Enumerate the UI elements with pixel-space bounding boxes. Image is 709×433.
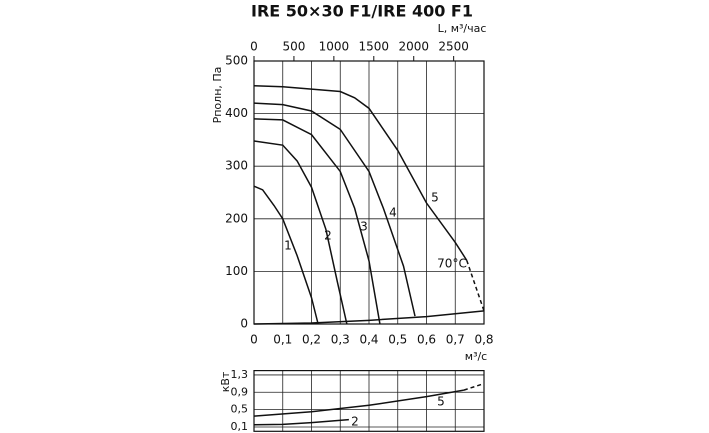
- x2-tick-label: 1000: [319, 40, 350, 54]
- y-tick-label: 0: [240, 317, 248, 331]
- series-line: [253, 102, 416, 317]
- x2-tick-label: 2500: [438, 40, 469, 54]
- x-tick-label: 0,1: [273, 333, 292, 347]
- series-line: [463, 382, 485, 391]
- x2-tick-label: 0: [250, 40, 258, 54]
- y-tick-label: 1,3: [231, 368, 249, 381]
- series-label: 5: [437, 395, 445, 409]
- series-line: [466, 260, 485, 312]
- plot-frame: [253, 370, 485, 432]
- plot-frame: [253, 60, 485, 325]
- annotation: 70°C: [437, 257, 467, 271]
- chart-title: IRE 50×30 F1/IRE 400 F1: [251, 2, 473, 21]
- y-axis-label: Pполн, Па: [211, 67, 224, 124]
- series-label: 4: [389, 206, 397, 220]
- series-line: [253, 389, 465, 417]
- y-tick-label: 100: [225, 264, 248, 278]
- series-label: 1: [284, 239, 292, 253]
- y-tick-label: 0,5: [231, 403, 249, 416]
- y-axis-label: кВт: [219, 371, 232, 392]
- series-label: 5: [431, 191, 439, 205]
- series-label: 2: [324, 229, 332, 243]
- x2-tick-label: 1500: [359, 40, 390, 54]
- series-line: [253, 310, 485, 325]
- y-tick-label: 200: [225, 211, 248, 225]
- series-line: [253, 140, 348, 325]
- series-line: [253, 418, 349, 426]
- y-tick-label: 500: [225, 54, 248, 68]
- x-tick-label: 0,6: [417, 333, 436, 347]
- y-tick-label: 400: [225, 106, 248, 120]
- series-label: 3: [360, 220, 368, 234]
- x-tick-label: 0,3: [331, 333, 350, 347]
- x-axis-label: м³/с: [465, 350, 487, 363]
- y-tick-label: 0,1: [231, 420, 249, 433]
- y-tick-label: 0,9: [231, 385, 249, 398]
- series-label: 2: [351, 415, 359, 429]
- x2-axis-label: L, м³/час: [438, 22, 487, 35]
- x-tick-label: 0: [250, 333, 258, 347]
- x2-tick-label: 2000: [398, 40, 429, 54]
- y-tick-label: 300: [225, 159, 248, 173]
- x-tick-label: 0,5: [388, 333, 407, 347]
- series-line: [253, 84, 468, 261]
- series-line: [253, 118, 381, 325]
- x-tick-label: 0,2: [302, 333, 321, 347]
- x-tick-label: 0,7: [446, 333, 465, 347]
- x2-tick-label: 500: [282, 40, 305, 54]
- x-tick-label: 0,8: [474, 333, 493, 347]
- series-line: [253, 185, 319, 325]
- x-tick-label: 0,4: [359, 333, 378, 347]
